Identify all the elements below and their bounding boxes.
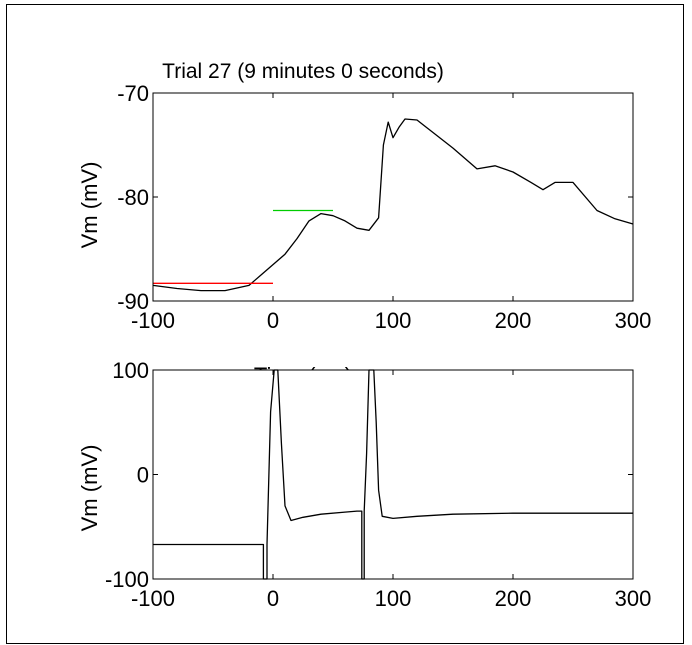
bottom-chart-marks: -100 0 100 200 300 100 0 -100: [105, 358, 651, 611]
top-chart-ytick-label: -80: [117, 185, 149, 210]
bottom-chart-ylabel: Vm (mV): [77, 445, 102, 532]
bottom-chart-xtick-label: 300: [615, 586, 652, 611]
top-chart-ylabel: Vm (mV): [77, 162, 102, 249]
figure-svg: Trial 27 (9 minutes 0 seconds) Time (ms)…: [77, 60, 651, 611]
bottom-chart-series-0: [153, 369, 633, 580]
top-chart-series-0: [152, 118, 634, 292]
bottom-chart-ytick-label: 0: [137, 463, 149, 488]
top-chart-title: Trial 27 (9 minutes 0 seconds): [162, 60, 444, 83]
bottom-chart-xtick-label: 0: [267, 586, 279, 611]
top-chart-marks: -100 0 100 200 300 -70 -80 -90: [117, 81, 651, 333]
top-chart-ytick-label: -90: [117, 289, 149, 314]
bottom-chart-ytick-label: 100: [112, 358, 149, 383]
top-chart-xtick-label: 0: [267, 308, 279, 333]
bottom-chart-xtick-label: 200: [495, 586, 532, 611]
top-chart-ytick-label: -70: [117, 81, 149, 106]
top-chart-xtick-label: -100: [131, 308, 175, 333]
top-chart-xtick-label: 200: [495, 308, 532, 333]
top-chart-xtick-label: 100: [375, 308, 412, 333]
top-chart-xtick-label: 300: [615, 308, 652, 333]
bottom-chart-xtick-label: 100: [375, 586, 412, 611]
figure-frame: Trial 27 (9 minutes 0 seconds) Time (ms)…: [6, 4, 684, 644]
bottom-chart-background: [153, 370, 633, 606]
bottom-chart-ytick-label: -100: [105, 567, 149, 592]
top-chart-axes-box: [152, 92, 634, 302]
bottom-chart-xtick-label: -100: [131, 586, 175, 611]
